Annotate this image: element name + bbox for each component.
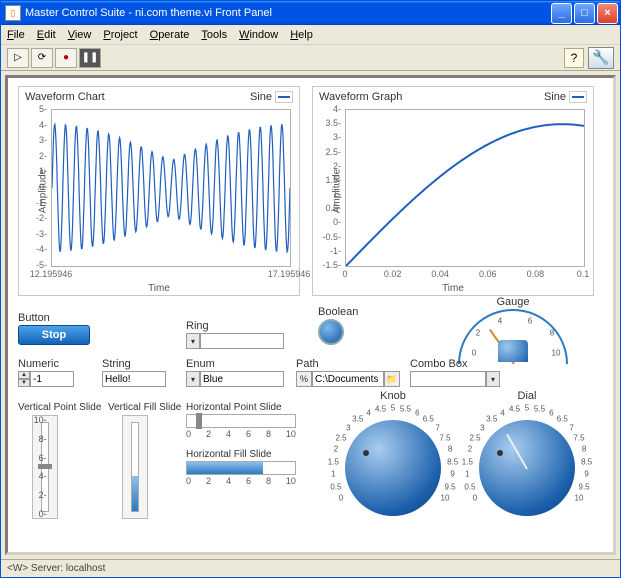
numeric-up-button[interactable]: ▲ (18, 371, 30, 379)
graph-plot-area (345, 109, 585, 267)
dial-area: 00.511.522.533.544.555.566.577.588.599.5… (462, 403, 592, 533)
enum-dropdown-button[interactable]: ▾ (186, 371, 200, 387)
vertical-fill-slider[interactable] (122, 415, 148, 519)
menu-tools[interactable]: Tools (201, 29, 227, 41)
pause-button[interactable]: ❚❚ (79, 48, 101, 68)
numeric-input[interactable] (30, 371, 74, 387)
horizontal-fill-slider[interactable] (186, 461, 296, 475)
status-text: <W> Server: localhost (7, 563, 105, 574)
combo-dropdown-button[interactable]: ▾ (486, 371, 500, 387)
ring-label: Ring (186, 320, 284, 332)
statusbar: <W> Server: localhost (1, 559, 620, 577)
boolean-led[interactable] (318, 319, 344, 345)
dial[interactable] (479, 420, 575, 516)
toolbar: ▷ ⟳ ● ❚❚ ? 🔧 (1, 45, 620, 71)
horizontal-point-slider[interactable] (186, 414, 296, 428)
menu-operate[interactable]: Operate (150, 29, 190, 41)
window-title: Master Control Suite - ni.com theme.vi F… (25, 7, 549, 19)
menubar: File Edit View Project Operate Tools Win… (1, 25, 620, 45)
maximize-button[interactable]: □ (574, 3, 595, 24)
combo-label: Combo Box (410, 358, 500, 370)
vfill-label: Vertical Fill Slide (108, 402, 181, 413)
chart-xlabel: Time (148, 283, 170, 294)
chart-plot-area (51, 109, 291, 267)
enum-input[interactable] (200, 371, 284, 387)
knob-label: Knob (328, 390, 458, 402)
hpoint-label: Horizontal Point Slide (186, 402, 296, 413)
hfill-label: Horizontal Fill Slide (186, 449, 296, 460)
string-label: String (102, 358, 166, 370)
app-window: ▯ Master Control Suite - ni.com theme.vi… (0, 0, 621, 578)
vpoint-label: Vertical Point Slide (18, 402, 101, 413)
numeric-down-button[interactable]: ▼ (18, 379, 30, 387)
path-browse-button[interactable]: 📁 (384, 371, 400, 387)
menu-view[interactable]: View (68, 29, 92, 41)
stop-button[interactable]: Stop (18, 325, 90, 345)
app-icon: ▯ (5, 5, 21, 21)
run-continuous-button[interactable]: ⟳ (31, 48, 53, 68)
minimize-button[interactable]: _ (551, 3, 572, 24)
gauge-label: Gauge (458, 296, 568, 308)
chart-title: Waveform Chart (25, 91, 250, 103)
chart-legend-label: Sine (250, 91, 272, 103)
vi-icon[interactable]: 🔧 (588, 47, 614, 69)
waveform-chart: Waveform Chart Sine Amplitude Time -5--4… (18, 86, 300, 296)
path-input[interactable] (312, 371, 384, 387)
legend-line-icon (569, 91, 587, 103)
gauge-logo-icon (498, 340, 528, 362)
button-label: Button (18, 312, 90, 324)
path-type-button[interactable]: % (296, 371, 312, 387)
string-input[interactable] (102, 371, 166, 387)
front-panel: Waveform Chart Sine Amplitude Time -5--4… (5, 75, 616, 555)
ring-input[interactable] (200, 333, 284, 349)
enum-label: Enum (186, 358, 284, 370)
waveform-graph: Waveform Graph Sine Amplitude Time -1.5-… (312, 86, 594, 296)
numeric-label: Numeric (18, 358, 74, 370)
run-button[interactable]: ▷ (7, 48, 29, 68)
combo-input[interactable] (410, 371, 486, 387)
boolean-label: Boolean (318, 306, 358, 318)
knob[interactable] (345, 420, 441, 516)
knob-area: 00.511.522.533.544.555.566.577.588.599.5… (328, 403, 458, 533)
menu-file[interactable]: File (7, 29, 25, 41)
titlebar: ▯ Master Control Suite - ni.com theme.vi… (1, 1, 620, 25)
legend-line-icon (275, 91, 293, 103)
graph-title: Waveform Graph (319, 91, 544, 103)
path-label: Path (296, 358, 400, 370)
menu-help[interactable]: Help (290, 29, 313, 41)
dial-indicator (506, 434, 528, 470)
dial-label: Dial (462, 390, 592, 402)
context-help-button[interactable]: ? (564, 48, 584, 68)
menu-project[interactable]: Project (103, 29, 137, 41)
graph-xlabel: Time (442, 283, 464, 294)
menu-window[interactable]: Window (239, 29, 278, 41)
abort-button[interactable]: ● (55, 48, 77, 68)
menu-edit[interactable]: Edit (37, 29, 56, 41)
close-button[interactable]: × (597, 3, 618, 24)
ring-dropdown-button[interactable]: ▾ (186, 333, 200, 349)
graph-legend-label: Sine (544, 91, 566, 103)
